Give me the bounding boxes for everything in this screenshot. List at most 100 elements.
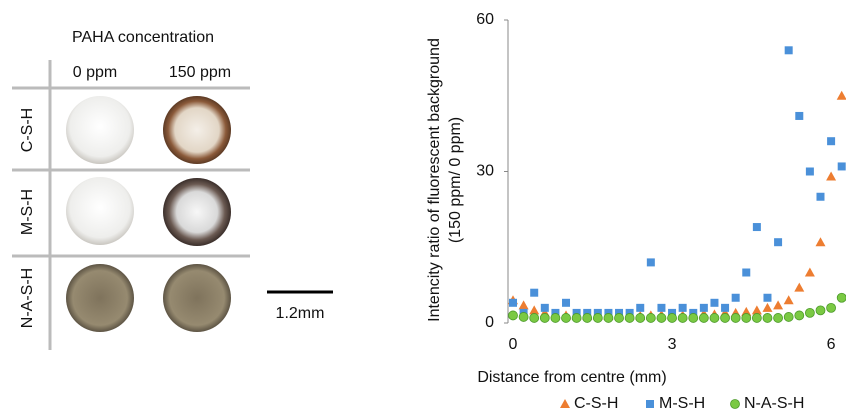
point — [815, 305, 826, 316]
point — [593, 308, 602, 317]
point — [615, 308, 624, 317]
point — [783, 312, 794, 322]
point — [742, 268, 751, 277]
point — [530, 288, 539, 297]
point — [794, 282, 805, 292]
sample-photo — [66, 264, 134, 332]
point — [624, 313, 635, 323]
y-axis-label: (150 ppm/ 0 ppm) — [447, 117, 464, 243]
sample-photo — [66, 96, 134, 164]
y-tick-label: 0 — [485, 314, 494, 331]
point — [677, 313, 688, 323]
legend-label: C-S-H — [574, 395, 618, 412]
point — [763, 293, 772, 302]
point — [689, 308, 698, 317]
point — [752, 223, 761, 232]
legend-marker — [560, 399, 570, 408]
point — [774, 238, 783, 247]
point — [773, 313, 783, 323]
point — [751, 305, 762, 315]
sample-photo — [163, 264, 231, 332]
point — [731, 293, 740, 302]
point — [529, 305, 540, 315]
point — [762, 302, 773, 312]
sample-photo — [66, 177, 134, 245]
point — [614, 313, 624, 323]
point — [826, 171, 837, 181]
row-label: N-A-S-H — [19, 268, 36, 328]
point — [709, 313, 720, 323]
point — [730, 313, 741, 323]
point — [837, 162, 846, 171]
point — [509, 298, 517, 307]
point — [668, 308, 677, 317]
legend-marker — [646, 400, 654, 408]
legend-label: N-A-S-H — [744, 395, 804, 412]
point — [571, 313, 582, 323]
y-tick-label: 60 — [476, 11, 494, 28]
x-axis-label: Distance from centre (mm) — [477, 369, 666, 386]
point — [551, 308, 560, 317]
point — [678, 303, 687, 312]
row-label: M-S-H — [19, 189, 36, 235]
point — [518, 300, 529, 310]
point — [518, 312, 529, 322]
x-tick-label: 0 — [509, 336, 518, 353]
column-label: 0 ppm — [73, 64, 117, 81]
point — [699, 303, 708, 312]
point — [604, 308, 613, 317]
point — [836, 90, 846, 100]
point — [635, 313, 646, 323]
point — [667, 313, 677, 323]
point — [656, 313, 667, 323]
point — [561, 313, 571, 323]
sample-photo — [163, 178, 231, 246]
point — [751, 313, 762, 323]
point — [550, 313, 561, 323]
y-axis-label: Intencity ratio of fluorescent backgroun… — [426, 38, 443, 322]
point — [741, 306, 752, 316]
point — [721, 303, 730, 312]
point — [583, 308, 592, 317]
point — [540, 303, 549, 312]
point — [646, 258, 655, 267]
point — [636, 303, 645, 312]
point — [625, 308, 634, 317]
y-tick-label: 30 — [476, 163, 494, 180]
legend-label: M-S-H — [659, 395, 705, 412]
point — [794, 310, 805, 321]
point — [582, 313, 593, 323]
point — [804, 307, 815, 318]
point — [805, 167, 814, 176]
sample-photo — [163, 96, 231, 164]
point — [816, 192, 825, 201]
point — [773, 300, 784, 310]
point — [720, 313, 730, 323]
point — [529, 313, 540, 323]
point — [741, 313, 752, 323]
point — [688, 313, 699, 323]
legend-marker — [730, 399, 740, 409]
x-tick-label: 6 — [827, 336, 836, 353]
point — [762, 313, 773, 323]
scale-label: 1.2mm — [276, 305, 325, 322]
point — [804, 267, 815, 277]
panel-title: PAHA concentration — [72, 29, 214, 46]
point — [539, 313, 550, 323]
photo-panel: PAHA concentration 0 ppm 150 ppm C-S-H M… — [12, 29, 333, 350]
point — [710, 298, 719, 307]
point — [603, 313, 614, 323]
point — [562, 298, 571, 307]
point — [698, 313, 709, 323]
point — [592, 313, 603, 323]
point — [508, 310, 518, 321]
row-label: C-S-H — [19, 108, 36, 152]
point — [572, 308, 581, 317]
x-tick-label: 3 — [668, 336, 677, 353]
point — [783, 295, 794, 305]
point — [827, 137, 836, 146]
point — [784, 46, 793, 55]
column-label: 150 ppm — [169, 64, 231, 81]
